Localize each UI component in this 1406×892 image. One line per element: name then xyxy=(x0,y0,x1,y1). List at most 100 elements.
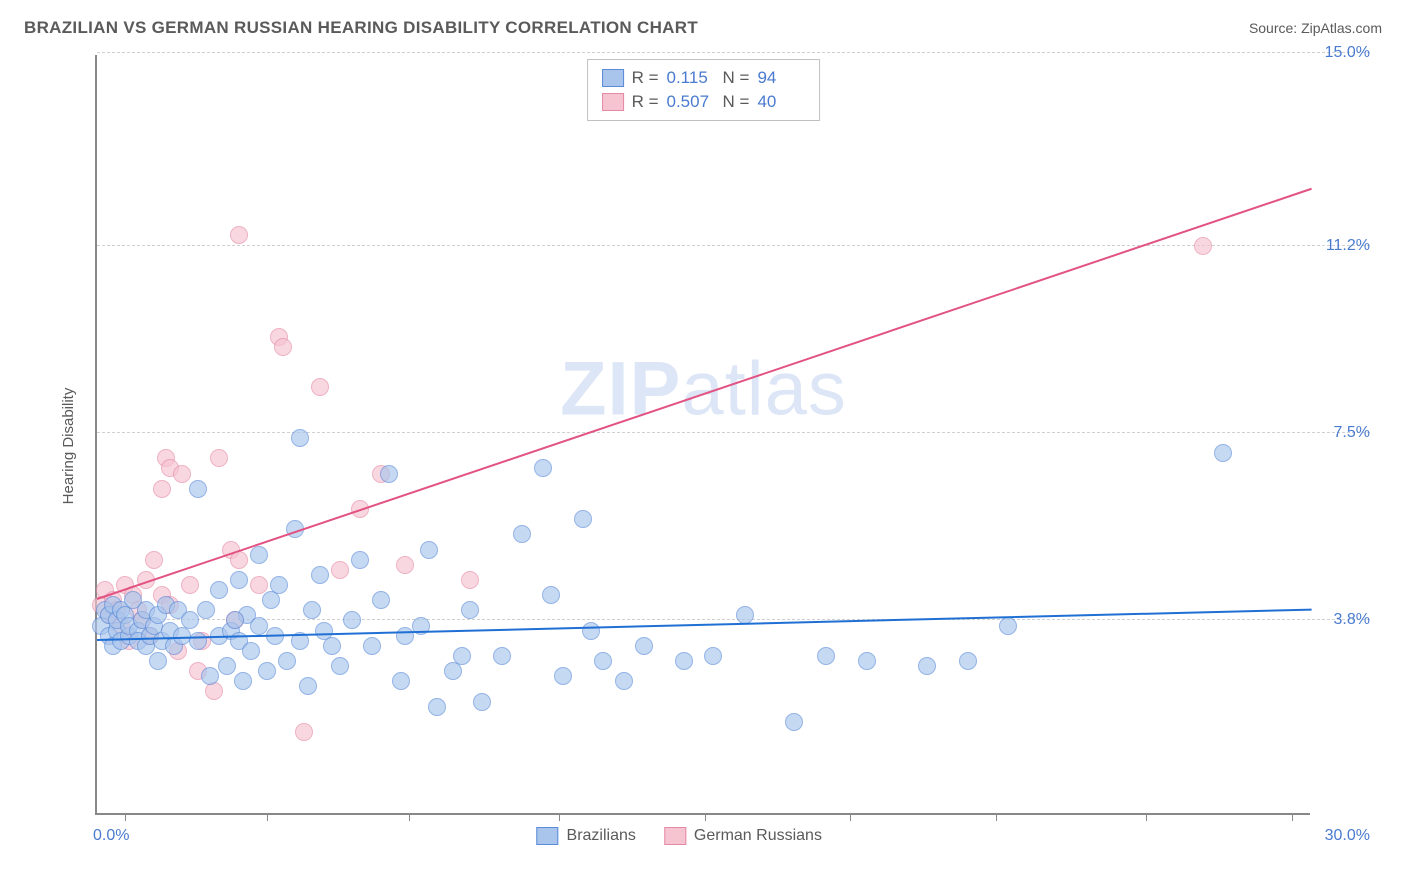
scatter-point-a xyxy=(513,525,531,543)
y-tick-label: 15.0% xyxy=(1325,44,1370,62)
scatter-point-a xyxy=(534,459,552,477)
x-tick xyxy=(705,813,706,821)
scatter-point-a xyxy=(234,672,252,690)
watermark-bold: ZIP xyxy=(560,346,681,431)
scatter-point-b xyxy=(181,576,199,594)
chart-header: BRAZILIAN VS GERMAN RUSSIAN HEARING DISA… xyxy=(24,18,1382,38)
y-tick-label: 7.5% xyxy=(1334,424,1370,442)
scatter-point-b xyxy=(331,561,349,579)
scatter-point-a xyxy=(343,611,361,629)
scatter-point-a xyxy=(380,465,398,483)
legend-n-value: 40 xyxy=(757,92,805,112)
scatter-plot: ZIPatlas R =0.115N =94R =0.507N =40 Braz… xyxy=(95,55,1310,815)
scatter-point-a xyxy=(262,591,280,609)
scatter-point-b xyxy=(153,480,171,498)
correlation-legend-row: R = 0.507 N = 40 xyxy=(602,90,806,114)
scatter-point-a xyxy=(218,657,236,675)
scatter-point-a xyxy=(428,698,446,716)
legend-n-label: N = xyxy=(723,92,750,112)
scatter-point-b xyxy=(461,571,479,589)
series-legend-label: Brazilians xyxy=(567,827,636,845)
x-tick xyxy=(125,813,126,821)
gridline-h xyxy=(97,52,1370,53)
scatter-point-b xyxy=(145,551,163,569)
legend-swatch xyxy=(664,827,686,845)
x-tick xyxy=(559,813,560,821)
scatter-point-a xyxy=(230,571,248,589)
legend-r-value: 0.507 xyxy=(667,92,715,112)
scatter-point-a xyxy=(594,652,612,670)
y-tick-label: 3.8% xyxy=(1334,611,1370,629)
scatter-point-a xyxy=(420,541,438,559)
x-tick xyxy=(996,813,997,821)
scatter-point-a xyxy=(291,429,309,447)
series-legend-item: Brazilians xyxy=(537,827,636,845)
scatter-point-a xyxy=(817,647,835,665)
series-legend-item: German Russians xyxy=(664,827,822,845)
legend-swatch xyxy=(537,827,559,845)
scatter-point-a xyxy=(999,617,1017,635)
scatter-point-a xyxy=(189,632,207,650)
scatter-point-a xyxy=(201,667,219,685)
scatter-point-a xyxy=(493,647,511,665)
x-tick xyxy=(850,813,851,821)
scatter-point-a xyxy=(331,657,349,675)
watermark-light: atlas xyxy=(681,346,847,431)
scatter-point-b xyxy=(173,465,191,483)
scatter-point-a xyxy=(197,601,215,619)
scatter-point-a xyxy=(461,601,479,619)
scatter-point-a xyxy=(250,617,268,635)
x-tick xyxy=(267,813,268,821)
y-axis-label: Hearing Disability xyxy=(60,388,77,505)
legend-swatch xyxy=(602,69,624,87)
scatter-point-a xyxy=(918,657,936,675)
scatter-point-a xyxy=(311,566,329,584)
source-attribution: Source: ZipAtlas.com xyxy=(1249,20,1382,36)
scatter-point-a xyxy=(242,642,260,660)
gridline-h xyxy=(97,245,1370,246)
chart-title: BRAZILIAN VS GERMAN RUSSIAN HEARING DISA… xyxy=(24,18,698,38)
scatter-point-a xyxy=(278,652,296,670)
scatter-point-b xyxy=(396,556,414,574)
scatter-point-a xyxy=(473,693,491,711)
x-tick xyxy=(409,813,410,821)
scatter-point-a xyxy=(323,637,341,655)
scatter-point-a xyxy=(250,546,268,564)
scatter-point-a xyxy=(1214,444,1232,462)
scatter-point-a xyxy=(303,601,321,619)
scatter-point-a xyxy=(189,480,207,498)
scatter-point-b xyxy=(1194,237,1212,255)
x-axis-max-label: 30.0% xyxy=(1325,827,1370,845)
scatter-point-b xyxy=(230,226,248,244)
legend-swatch xyxy=(602,93,624,111)
scatter-point-a xyxy=(372,591,390,609)
gridline-h xyxy=(97,432,1370,433)
scatter-point-a xyxy=(785,713,803,731)
scatter-point-a xyxy=(858,652,876,670)
trend-line-b xyxy=(97,188,1313,600)
scatter-point-a xyxy=(453,647,471,665)
scatter-point-a xyxy=(351,551,369,569)
scatter-point-a xyxy=(299,677,317,695)
scatter-point-a xyxy=(675,652,693,670)
scatter-point-b xyxy=(274,338,292,356)
scatter-point-a xyxy=(210,581,228,599)
scatter-point-a xyxy=(396,627,414,645)
legend-r-label: R = xyxy=(632,68,659,88)
scatter-point-a xyxy=(704,647,722,665)
scatter-point-b xyxy=(210,449,228,467)
series-legend-label: German Russians xyxy=(694,827,822,845)
gridline-h xyxy=(97,619,1370,620)
scatter-point-a xyxy=(226,611,244,629)
scatter-point-a xyxy=(181,611,199,629)
scatter-point-a xyxy=(258,662,276,680)
series-legend: Brazilians German Russians xyxy=(537,827,822,845)
legend-r-label: R = xyxy=(632,92,659,112)
x-tick xyxy=(1292,813,1293,821)
scatter-point-a xyxy=(149,652,167,670)
scatter-point-a xyxy=(392,672,410,690)
x-tick xyxy=(1146,813,1147,821)
scatter-point-a xyxy=(542,586,560,604)
trend-line-a xyxy=(97,608,1312,640)
scatter-point-b xyxy=(295,723,313,741)
